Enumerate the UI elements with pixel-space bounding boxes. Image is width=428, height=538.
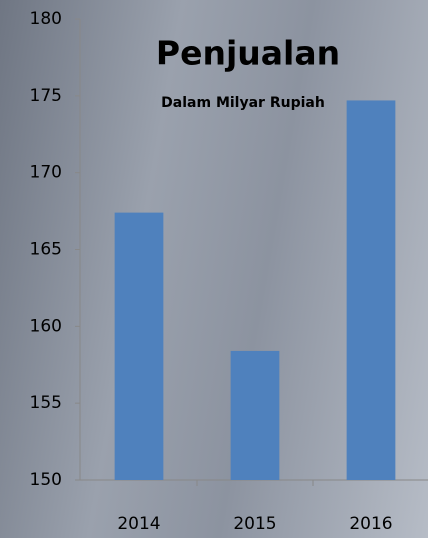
chart-title: Penjualan bbox=[156, 34, 340, 73]
x-tick-label: 2016 bbox=[349, 514, 392, 534]
chart-subtitle: Dalam Milyar Rupiah bbox=[161, 95, 325, 111]
y-tick-label: 165 bbox=[30, 240, 62, 260]
y-tick-label: 160 bbox=[30, 316, 62, 336]
x-tick-label: 2014 bbox=[117, 514, 160, 534]
y-tick-label: 150 bbox=[30, 470, 62, 490]
bar bbox=[230, 350, 280, 480]
bar bbox=[346, 100, 396, 481]
y-tick-label: 180 bbox=[30, 9, 62, 29]
y-tick-label: 170 bbox=[30, 163, 62, 183]
x-tick-label: 2015 bbox=[233, 514, 276, 534]
y-tick-label: 155 bbox=[30, 393, 62, 413]
y-tick-label: 175 bbox=[30, 86, 62, 106]
bar bbox=[114, 212, 164, 480]
